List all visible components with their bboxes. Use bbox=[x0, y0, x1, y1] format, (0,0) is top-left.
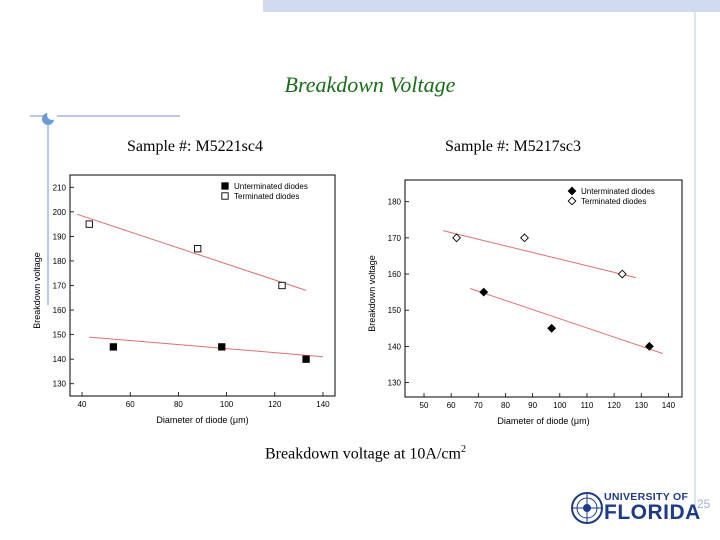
decorative-swoosh bbox=[30, 110, 180, 305]
chart2-y-tick-label: 130 bbox=[388, 379, 402, 388]
chart2-terminated-diodes-point bbox=[617, 269, 627, 279]
chart1-x-tick-label: 140 bbox=[316, 400, 330, 409]
chart1-y-tick-label: 140 bbox=[53, 355, 67, 364]
chart2-unterminated-diodes-point bbox=[547, 323, 557, 333]
chart1-unterminated-diodes-fit-line bbox=[89, 336, 323, 358]
top-accent-bar bbox=[263, 0, 720, 12]
chart1-y-tick-label: 150 bbox=[53, 331, 67, 340]
chart1-x-axis-label: Diameter of diode (μm) bbox=[156, 415, 248, 425]
chart1-unterminated-diodes-legend-label: Unterminated diodes bbox=[234, 182, 308, 191]
chart1-x-tick-label: 100 bbox=[220, 400, 234, 409]
chart1-terminated-diodes-legend-label: Terminated diodes bbox=[234, 192, 299, 201]
chart2-y-tick-label: 180 bbox=[388, 198, 402, 207]
chart1-unterminated-diodes-legend-marker bbox=[221, 182, 229, 190]
chart2-unterminated-diodes-legend-marker bbox=[567, 186, 577, 196]
caption-text: Breakdown voltage at 10A/cm bbox=[265, 445, 461, 463]
chart2-x-tick-label: 80 bbox=[501, 401, 510, 410]
chart2-x-tick-label: 70 bbox=[474, 401, 483, 410]
logo-florida: FLORIDA bbox=[604, 501, 701, 524]
chart1-y-tick-label: 160 bbox=[53, 306, 67, 315]
chart2-unterminated-diodes-point bbox=[644, 341, 654, 351]
chart2-x-axis-label: Diameter of diode (μm) bbox=[497, 416, 589, 426]
chart1-plot-frame bbox=[69, 174, 336, 397]
chart1-terminated-diodes-point bbox=[278, 281, 286, 290]
right-accent-line bbox=[694, 12, 696, 512]
caption-superscript: 2 bbox=[460, 444, 466, 455]
chart1-terminated-diodes-point bbox=[85, 220, 93, 228]
chart1-x-tick-label: 40 bbox=[78, 400, 87, 409]
chart2-x-tick-label: 50 bbox=[420, 401, 429, 410]
chart1-y-tick-label: 190 bbox=[53, 232, 67, 241]
chart1-terminated-diodes-legend-marker bbox=[221, 192, 229, 200]
chart2-unterminated-diodes-point bbox=[479, 287, 489, 297]
chart2-y-tick-label: 170 bbox=[388, 234, 402, 243]
chart1-unterminated-diodes-point bbox=[109, 343, 118, 351]
sample-label-right: Sample #: M5217sc3 bbox=[445, 138, 581, 155]
page-number: 25 bbox=[697, 497, 711, 511]
chart2-y-axis-label: Breakdown voltage bbox=[367, 255, 377, 332]
chart2-terminated-diodes-legend-marker bbox=[567, 196, 577, 206]
chart2-terminated-diodes-point bbox=[520, 233, 529, 243]
university-logo bbox=[571, 492, 603, 524]
chart2-plot-frame bbox=[404, 179, 683, 398]
chart-caption: Breakdown voltage at 10A/cm2 bbox=[265, 444, 466, 463]
chart2-unterminated-diodes-fit-line bbox=[470, 288, 664, 355]
chart2-y-tick-label: 150 bbox=[388, 306, 402, 315]
chart1-terminated-diodes-fit-line bbox=[77, 213, 307, 291]
chart1-y-axis-label: Breakdown voltage bbox=[32, 252, 42, 329]
chart2-y-tick-label: 160 bbox=[388, 270, 402, 279]
chart2-terminated-diodes-fit-line bbox=[442, 230, 636, 279]
chart2-y-tick-label: 140 bbox=[388, 342, 402, 351]
sample-label-left: Sample #: M5221sc4 bbox=[127, 138, 263, 155]
chart1-y-tick-label: 180 bbox=[53, 257, 67, 266]
chart1-y-tick-label: 170 bbox=[53, 282, 67, 291]
chart1-unterminated-diodes-point bbox=[218, 343, 226, 351]
seal-icon bbox=[571, 492, 603, 524]
chart1-y-tick-label: 200 bbox=[53, 208, 67, 217]
chart2-x-tick-label: 90 bbox=[528, 401, 537, 410]
chart-m5221sc4: 40 60 80 100 120 140 130 140 150 160 170 180 190 200 2… bbox=[32, 174, 336, 425]
chart2-x-tick-label: 100 bbox=[553, 401, 567, 410]
chart1-unterminated-diodes-point bbox=[302, 355, 310, 363]
chart1-terminated-diodes-point bbox=[194, 245, 202, 253]
chart1-x-tick-label: 120 bbox=[268, 400, 282, 409]
logo-university-of: UNIVERSITY OF bbox=[604, 491, 689, 503]
chart1-x-tick-label: 80 bbox=[174, 400, 183, 409]
chart-m5217sc3: 50 60 70 80 90 100 110 120 130 140 130 140 150 160 170… bbox=[367, 179, 683, 426]
chart2-x-tick-label: 120 bbox=[607, 401, 621, 410]
chart2-x-tick-label: 140 bbox=[662, 401, 676, 410]
slide-title: Breakdown Voltage bbox=[284, 72, 456, 97]
chart1-y-tick-label: 210 bbox=[53, 183, 67, 192]
chart2-terminated-diodes-point bbox=[452, 233, 462, 243]
chart2-x-tick-label: 130 bbox=[635, 401, 649, 410]
chart2-x-tick-label: 110 bbox=[581, 401, 594, 410]
chart2-unterminated-diodes-legend-label: Unterminated diodes bbox=[581, 187, 655, 196]
chart1-x-tick-label: 60 bbox=[126, 400, 135, 409]
chart1-y-tick-label: 130 bbox=[53, 380, 67, 389]
chart2-x-tick-label: 60 bbox=[447, 401, 456, 410]
chart2-terminated-diodes-legend-label: Terminated diodes bbox=[581, 197, 646, 206]
